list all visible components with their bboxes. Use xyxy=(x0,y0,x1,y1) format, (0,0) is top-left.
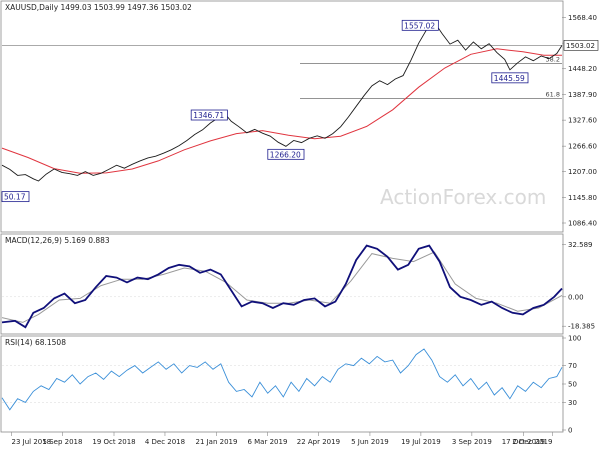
fib-label: 61.8 xyxy=(546,91,560,99)
price-series xyxy=(1,21,563,182)
x-axis-tick-label: 19 Jul 2019 xyxy=(401,438,441,446)
x-axis-tick-label: 19 Oct 2018 xyxy=(92,438,135,446)
price-label-text: 1445.59 xyxy=(494,74,525,83)
price-label-box xyxy=(190,109,228,121)
rsi-axis-tick-label: 70 xyxy=(568,362,577,370)
price-label-box xyxy=(491,72,529,84)
macd-series xyxy=(1,244,563,329)
last-price-tag xyxy=(563,40,599,51)
x-axis-tick-label: 6 Mar 2019 xyxy=(247,438,287,446)
price-label-box xyxy=(267,148,305,160)
macd-panel-frame xyxy=(0,233,564,335)
rsi-axis-tick-label: 50 xyxy=(568,381,577,389)
macd-signal-line xyxy=(1,251,563,323)
fib-levels: FE 61.838.261.8 xyxy=(2,45,562,99)
macd-line xyxy=(1,244,563,329)
price-axis-tick-label: 1327.60 xyxy=(568,117,597,125)
rsi-panel-frame xyxy=(0,335,564,433)
rsi-axis-tick-label: 0 xyxy=(568,427,572,435)
fib-label: 38.2 xyxy=(546,55,560,63)
y-axes: 1568.401508.201448.201387.901327.601266.… xyxy=(562,14,599,435)
price-label-box xyxy=(401,19,439,31)
price-label-box xyxy=(1,191,30,203)
price-header: XAUUSD,Daily 1499.03 1503.99 1497.36 150… xyxy=(5,3,192,12)
price-axis-tick-label: 1145.80 xyxy=(568,194,597,202)
x-axis-tick-label: 21 Jan 2019 xyxy=(195,438,237,446)
x-axis-tick-label: 2 Dec 2019 xyxy=(512,438,552,446)
macd-axis-tick-label: 0.00 xyxy=(568,293,584,301)
price-label-text: 1266.20 xyxy=(270,150,301,159)
rsi-line xyxy=(1,348,563,411)
price-axis-tick-label: 1086.40 xyxy=(568,220,597,228)
x-axis-tick-label: 5 Sep 2018 xyxy=(43,438,83,446)
price-panel-frame xyxy=(0,0,564,233)
x-axis-tick-label: 23 Jul 2018 xyxy=(12,438,52,446)
price-label-text: 1346.71 xyxy=(193,111,224,120)
price-label-text: 1557.02 xyxy=(404,21,435,30)
rsi-title: RSI(14) 68.1508 xyxy=(5,338,66,347)
x-axis-tick-label: 4 Dec 2018 xyxy=(145,438,185,446)
x-axis-tick-label: 22 Apr 2019 xyxy=(297,438,340,446)
price-line xyxy=(1,21,563,182)
x-axis-tick-label: 17 Oct 2019 xyxy=(502,438,545,446)
macd-axis-tick-label: 32.589 xyxy=(568,241,593,249)
price-axis-tick-label: 1387.90 xyxy=(568,91,597,99)
macd-axis-tick-label: -18.385 xyxy=(568,323,595,331)
rsi-axis-tick-label: 100 xyxy=(568,335,581,343)
rsi-axis-tick-label: 30 xyxy=(568,399,577,407)
macd-title: MACD(12,26,9) 5.169 0.883 xyxy=(5,236,110,245)
price-label-text: 50.17 xyxy=(4,193,26,202)
grid-lines xyxy=(2,296,562,403)
price-axis-tick-label: 1266.60 xyxy=(568,143,597,151)
moving-average-line xyxy=(1,48,562,174)
price-axis-tick-label: 1207.00 xyxy=(568,168,597,176)
watermark-text: ActionForex.com xyxy=(380,185,546,209)
x-axis-tick-label: 3 Sep 2019 xyxy=(452,438,492,446)
x-axis-tick-label: 5 Jun 2019 xyxy=(351,438,389,446)
price-annotations: 1346.71 1266.20 1557.02 1445.59 50.17 xyxy=(1,19,529,203)
last-price-tag-text: 1503.02 xyxy=(566,42,595,50)
rsi-series xyxy=(1,348,563,411)
price-axis-tick-label: 1448.20 xyxy=(568,65,597,73)
price-axis-tick-label: 1568.40 xyxy=(568,14,597,22)
